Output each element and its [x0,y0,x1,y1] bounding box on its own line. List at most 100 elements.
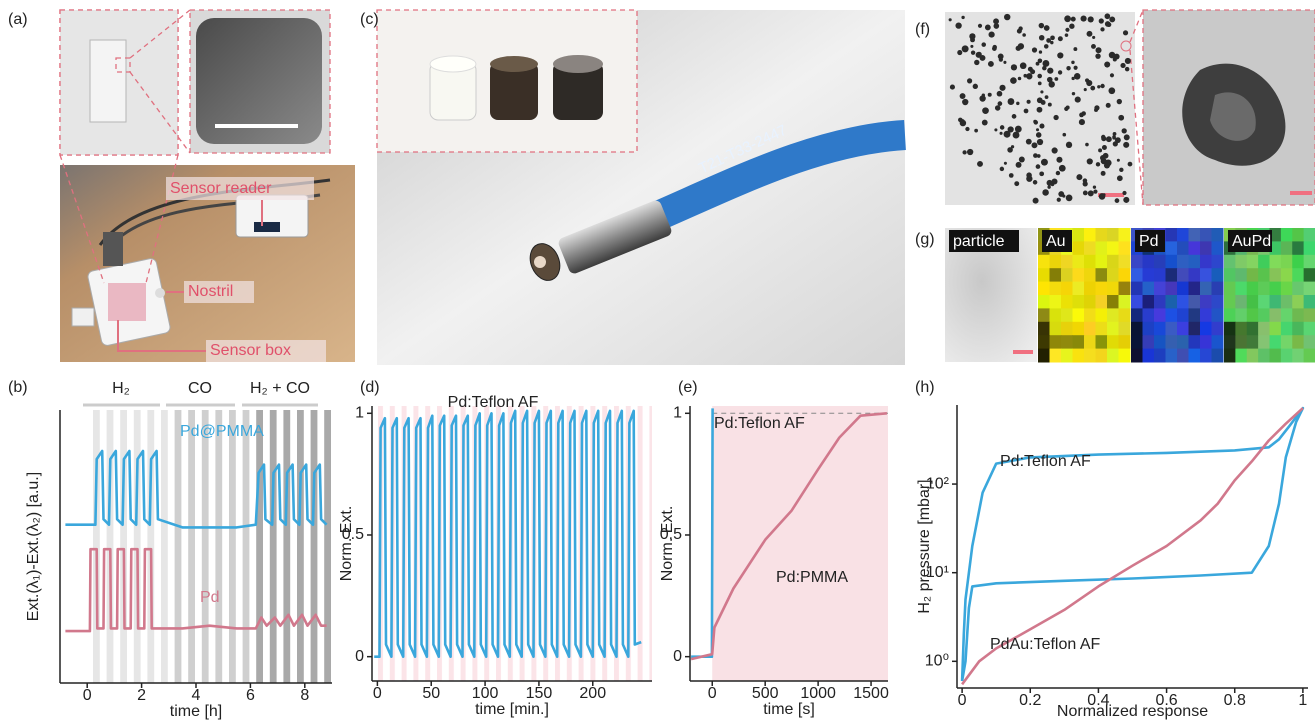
map-pixel [1224,349,1236,363]
map-pixel [1084,268,1096,282]
nanoparticle [1027,100,1031,104]
map-pixel [1084,255,1096,269]
map-pixel [1050,255,1062,269]
map-pixel [1270,255,1282,269]
map-pixel [1143,268,1155,282]
map-pixel [1050,308,1062,322]
annotation: Nostril [188,283,233,300]
map-pixel [1224,282,1236,296]
x-tick-label: 100 [472,685,499,702]
annotation: Sensor reader [170,180,272,197]
nanoparticle [1074,73,1081,80]
nanoparticle [965,127,969,131]
map-pixel [1143,282,1155,296]
x-axis-label: time [s] [763,701,815,718]
map-pixel [1038,268,1050,282]
map-pixel [1235,268,1247,282]
nanoparticle [1052,147,1058,153]
map-pixel [1200,308,1212,322]
nanoparticle [1123,30,1128,35]
map-pixel [1038,295,1050,309]
nanoparticle [1003,61,1006,64]
nanoparticle [970,37,975,42]
map-pixel [1096,282,1108,296]
map-pixel [1281,308,1293,322]
nanoparticle [1040,90,1043,93]
map-pixel [1304,228,1315,242]
nanoparticle [982,120,988,126]
map-pixel [1143,295,1155,309]
nanoparticle [1069,23,1074,28]
map-pixel [1292,308,1304,322]
nanoparticle [1024,109,1029,114]
map-pixel [1166,349,1178,363]
nanoparticle [961,119,965,123]
map-pixel [1281,268,1293,282]
map-pixel [1235,335,1247,349]
photo-a: Sensor reader Nostril Sensor box [60,10,355,362]
nanoparticle [1039,124,1044,129]
map-pixel [1258,349,1270,363]
nanoparticle [962,45,969,52]
series-label: Pd:PMMA [776,569,848,586]
nanoparticle [961,16,964,19]
map-pixel [1247,295,1259,309]
nanoparticle [1122,128,1127,133]
map-pixel [1292,335,1304,349]
map-pixel [1166,268,1178,282]
map-pixel [1212,255,1224,269]
nanoparticle [1051,178,1057,184]
nanoparticle [1018,77,1022,81]
map-pixel [1038,308,1050,322]
map-pixel [1038,255,1050,269]
map-pixel [1200,255,1212,269]
nanoparticle [1057,52,1063,58]
nanoparticle [1014,181,1019,186]
nanoparticle [962,150,966,154]
x-tick-label: 150 [526,685,553,702]
tile-label: particle [953,233,1005,250]
nanoparticle [1102,193,1105,196]
nanoparticle [1004,162,1007,165]
map-pixel [1119,308,1131,322]
nanoparticle [1026,172,1032,178]
nanoparticle [978,24,982,28]
map-pixel [1119,349,1131,363]
nanoparticle [1071,61,1074,64]
x-axis-label: time [min.] [475,701,549,718]
nanoparticle [1079,119,1085,125]
nanoparticle [1059,165,1066,172]
map-pixel [1247,335,1259,349]
panel-label: (g) [915,231,935,248]
map-pixel [1224,295,1236,309]
map-pixel [1189,241,1201,255]
x-tick-label: 4 [192,687,201,704]
map-pixel [1050,295,1062,309]
nanoparticle [982,93,985,96]
nanoparticle [1098,148,1102,152]
tile-label: AuPd [1232,233,1271,250]
x-tick-label: 0.2 [1019,692,1041,709]
nanoparticle [1066,194,1073,201]
nanoparticle [1105,13,1111,19]
map-pixel [1304,322,1315,336]
map-pixel [1247,282,1259,296]
annotation: Sensor box [210,342,291,359]
map-pixel [1258,282,1270,296]
map-pixel [1096,268,1108,282]
map-pixel [1166,241,1178,255]
nanoparticle [1096,47,1102,53]
map-pixel [1084,295,1096,309]
nanoparticle [1008,98,1015,105]
x-tick-label: 1 [1298,692,1307,709]
map-pixel [1189,268,1201,282]
map-pixel [1247,268,1259,282]
tile-label: Au [1046,233,1066,250]
panel-label: (h) [915,379,935,396]
map-pixel [1304,268,1315,282]
map-pixel [1200,268,1212,282]
map-pixel [1177,335,1189,349]
nanoparticle [1058,70,1062,74]
map-pixel [1200,228,1212,242]
nanoparticle [1058,36,1063,41]
